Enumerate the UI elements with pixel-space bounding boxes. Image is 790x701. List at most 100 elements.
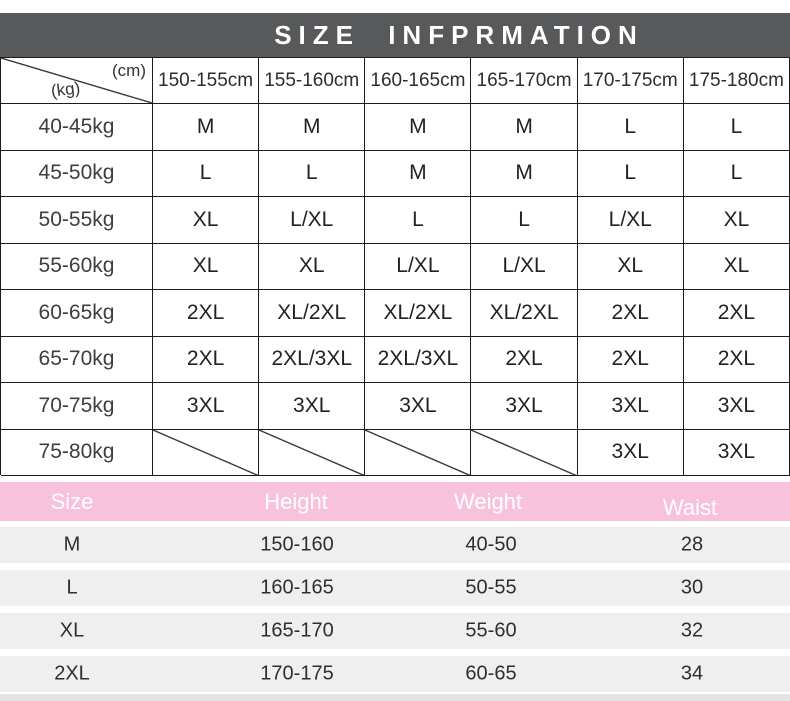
size-value-cell: XL — [153, 243, 260, 290]
empty-size-cell — [259, 429, 366, 476]
size-value-cell: XL — [259, 243, 366, 290]
size-value-cell: 3XL — [153, 383, 260, 430]
size-value-cell: XL/2XL — [365, 290, 472, 337]
size-value-cell: XL — [683, 197, 790, 244]
size-value-cell: 3XL — [683, 429, 790, 476]
size-value-cell: 3XL — [259, 383, 366, 430]
diagonal-slash-icon — [471, 430, 576, 476]
measurement-cell: 30 — [680, 576, 704, 599]
diagonal-slash-icon — [259, 430, 364, 476]
size-value-cell: M — [259, 104, 366, 151]
height-column-header: 160-165cm — [365, 58, 472, 104]
size-value-cell: L — [259, 150, 366, 197]
size-value-cell: M — [471, 150, 578, 197]
size-value-cell: L — [365, 197, 472, 244]
size-value-cell: L/XL — [577, 197, 684, 244]
measurement-row: XL 165-170 55-60 32 — [0, 613, 790, 649]
height-column-header: 155-160cm — [259, 58, 366, 104]
size-value-cell: 2XL — [577, 336, 684, 383]
weight-row-label: 60-65kg — [1, 290, 153, 337]
measurement-cell: 60-65 — [465, 662, 517, 685]
measurement-cell: 160-165 — [260, 576, 334, 599]
measurement-row: L 160-165 50-55 30 — [0, 570, 790, 606]
weight-row-label: 65-70kg — [1, 336, 153, 383]
measurement-cell: XL — [59, 619, 85, 642]
diagonal-slash-icon — [365, 430, 470, 476]
corner-cm-label: (cm) — [112, 61, 146, 80]
size-value-cell: 2XL — [471, 336, 578, 383]
corner-cell: (cm) (kg) — [1, 58, 153, 104]
weight-row-label: 70-75kg — [1, 383, 153, 430]
size-value-cell: XL/2XL — [471, 290, 578, 337]
height-column-header: 175-180cm — [683, 58, 790, 104]
corner-diagonal-line-icon — [1, 58, 152, 103]
measurement-cell: 165-170 — [260, 619, 334, 642]
corner-kg-label: (kg) — [49, 78, 82, 101]
size-value-cell: L — [577, 150, 684, 197]
empty-size-cell — [471, 429, 578, 476]
size-value-cell: L — [683, 150, 790, 197]
measurement-cell: 170-175 — [260, 662, 334, 685]
size-value-cell: L — [471, 197, 578, 244]
size-value-cell: 3XL — [683, 383, 790, 430]
size-value-cell: L/XL — [259, 197, 366, 244]
size-value-cell: L — [577, 104, 684, 151]
measurement-cell: 2XL — [54, 662, 90, 685]
size-value-cell: M — [365, 150, 472, 197]
page-title: SIZE INFPRMATION — [274, 19, 644, 50]
measurement-cell: L — [66, 576, 78, 599]
measurement-cell: 40-50 — [465, 533, 517, 556]
measure-header-weight: Weight — [453, 489, 523, 514]
size-value-cell: 2XL — [153, 336, 260, 383]
bottom-strip — [0, 694, 790, 701]
size-value-cell: XL/2XL — [259, 290, 366, 337]
size-grid-table: (cm) (kg) 150-155cm 155-160cm 160-165cm 165… — [0, 57, 790, 476]
height-column-header: 170-175cm — [577, 58, 684, 104]
size-value-cell: L — [683, 104, 790, 151]
measure-header-height: Height — [264, 489, 328, 514]
weight-row-label: 50-55kg — [1, 197, 153, 244]
size-value-cell: L/XL — [471, 243, 578, 290]
measure-header-size: Size — [50, 489, 94, 514]
measurement-cell: 50-55 — [465, 576, 517, 599]
size-value-cell: 2XL/3XL — [259, 336, 366, 383]
measurement-cell: 150-160 — [260, 533, 334, 556]
measurement-row: 2XL 170-175 60-65 34 — [0, 656, 790, 692]
size-value-cell: 2XL — [683, 336, 790, 383]
height-column-header: 150-155cm — [153, 58, 260, 104]
diagonal-slash-icon — [153, 430, 258, 476]
size-value-cell: XL — [153, 197, 260, 244]
size-value-cell: 2XL/3XL — [365, 336, 472, 383]
size-value-cell: M — [365, 104, 472, 151]
measurement-cell: 34 — [680, 662, 704, 685]
size-value-cell: XL — [577, 243, 684, 290]
measure-header-waist: Waist — [662, 495, 718, 520]
empty-size-cell — [365, 429, 472, 476]
size-value-cell: 3XL — [471, 383, 578, 430]
measurement-cell: 32 — [680, 619, 704, 642]
weight-row-label: 75-80kg — [1, 429, 153, 476]
height-column-header: 165-170cm — [471, 58, 578, 104]
size-value-cell: 2XL — [153, 290, 260, 337]
measurement-table-header: Size Height Weight Waist — [0, 482, 790, 521]
size-value-cell: L — [153, 150, 260, 197]
size-value-cell: 3XL — [577, 383, 684, 430]
size-value-cell: M — [153, 104, 260, 151]
measurement-cell: M — [63, 533, 81, 556]
measurement-row: M 150-160 40-50 28 — [0, 527, 790, 563]
size-value-cell: 3XL — [365, 383, 472, 430]
measurement-table-rows: M 150-160 40-50 28 L 160-165 50-55 30 XL 165-170 5… — [0, 527, 790, 699]
size-value-cell: L/XL — [365, 243, 472, 290]
title-banner: SIZE INFPRMATION — [0, 13, 790, 57]
size-value-cell: 3XL — [577, 429, 684, 476]
size-value-cell: 2XL — [577, 290, 684, 337]
measurement-cell: 28 — [680, 533, 704, 556]
size-value-cell: M — [471, 104, 578, 151]
weight-row-label: 55-60kg — [1, 243, 153, 290]
size-value-cell: 2XL — [683, 290, 790, 337]
measurement-cell: 55-60 — [465, 619, 517, 642]
weight-row-label: 45-50kg — [1, 150, 153, 197]
weight-row-label: 40-45kg — [1, 104, 153, 151]
size-value-cell: XL — [683, 243, 790, 290]
